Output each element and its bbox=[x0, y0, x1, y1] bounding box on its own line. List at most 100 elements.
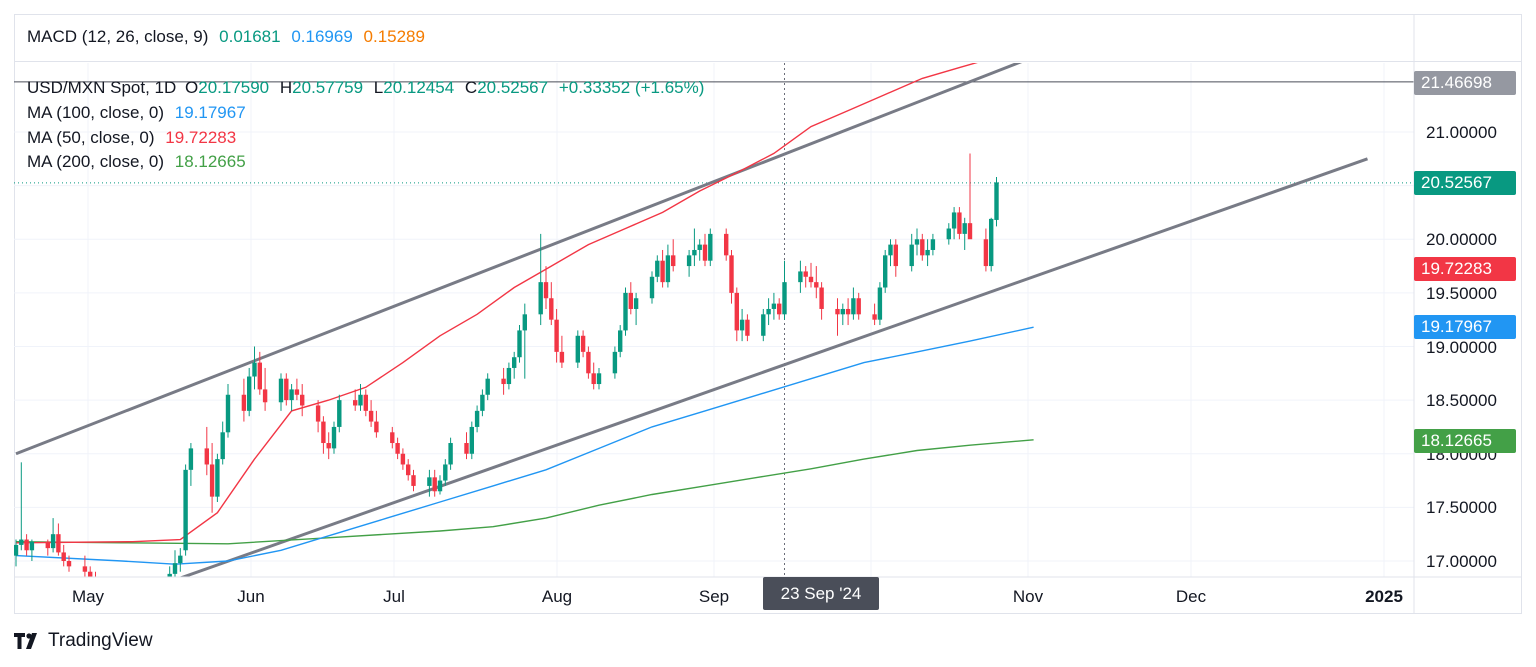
candle bbox=[437, 475, 443, 495]
candle bbox=[29, 539, 35, 561]
candle bbox=[872, 303, 877, 326]
candle bbox=[925, 239, 930, 267]
candle-body bbox=[808, 276, 814, 283]
candle bbox=[580, 330, 586, 358]
ma50-legend[interactable]: MA (50, close, 0) 19.72283 bbox=[27, 128, 242, 148]
candle-body bbox=[517, 330, 522, 358]
candle-body bbox=[374, 421, 379, 433]
macd-hist-value: 0.15289 bbox=[363, 27, 425, 46]
candle bbox=[125, 599, 129, 620]
candle-body bbox=[474, 410, 480, 427]
candle bbox=[167, 566, 172, 577]
candle bbox=[554, 308, 559, 363]
candle-body bbox=[851, 298, 856, 315]
candle bbox=[157, 593, 161, 625]
high-line-price-label: 21.46698 bbox=[1414, 71, 1516, 95]
tradingview-brand[interactable]: TradingView bbox=[14, 630, 153, 652]
candle bbox=[739, 308, 745, 342]
channel-upper-line bbox=[15, 63, 1023, 456]
candle-body bbox=[655, 260, 660, 277]
x-tick-sep: Sep bbox=[698, 587, 730, 606]
candle bbox=[247, 367, 252, 417]
ma200-legend[interactable]: MA (200, close, 0) 18.12665 bbox=[27, 152, 252, 172]
candle-body bbox=[686, 255, 692, 267]
candle-body bbox=[994, 182, 999, 220]
candle bbox=[257, 351, 262, 395]
candle bbox=[893, 239, 898, 277]
candle bbox=[840, 303, 845, 326]
candle-body bbox=[252, 362, 257, 377]
ma100-value: 19.17967 bbox=[174, 103, 246, 122]
candle bbox=[538, 233, 543, 326]
candle bbox=[95, 571, 96, 577]
candle bbox=[204, 426, 209, 476]
candle bbox=[400, 448, 406, 470]
close-label: C20.52567 bbox=[464, 78, 549, 97]
candle bbox=[692, 228, 697, 267]
candle bbox=[300, 384, 305, 417]
candle bbox=[734, 287, 739, 342]
candle-body bbox=[920, 239, 925, 256]
candle-body bbox=[167, 573, 172, 577]
y-tick-18-5: 18.50000 bbox=[1426, 391, 1497, 410]
candle-body bbox=[443, 464, 448, 481]
candle-body bbox=[989, 218, 994, 267]
candle-body bbox=[893, 244, 898, 267]
candle bbox=[331, 421, 337, 454]
macd-legend[interactable]: MACD (12, 26, close, 9) 0.01681 0.16969 … bbox=[27, 27, 431, 47]
candle bbox=[294, 378, 300, 401]
symbol-legend[interactable]: USD/MXN Spot, 1D O20.17590 H20.57759 L20… bbox=[27, 78, 710, 98]
macd-value: 0.01681 bbox=[219, 27, 281, 46]
tradingview-logo-icon bbox=[14, 633, 37, 649]
candle-body bbox=[559, 351, 565, 363]
candle-body bbox=[798, 271, 803, 283]
candle bbox=[771, 292, 777, 320]
candle-body bbox=[914, 239, 920, 245]
high-value: 20.57759 bbox=[292, 78, 364, 97]
macd-pane-header bbox=[14, 14, 1522, 62]
candle-body bbox=[872, 314, 877, 320]
candle-body bbox=[331, 426, 337, 449]
candle bbox=[612, 346, 618, 379]
candle-body bbox=[580, 335, 586, 352]
candle-body bbox=[284, 378, 289, 401]
candle-body bbox=[983, 239, 989, 267]
candle bbox=[278, 373, 284, 411]
ma50-label: MA (50, close, 0) bbox=[27, 128, 155, 147]
candle bbox=[729, 249, 734, 304]
candle bbox=[326, 432, 331, 460]
candle-body bbox=[61, 552, 66, 561]
candle-body bbox=[649, 276, 655, 299]
candle bbox=[284, 373, 289, 406]
candle-body bbox=[300, 394, 305, 406]
candle bbox=[697, 239, 702, 261]
candle-body bbox=[178, 555, 183, 564]
candle bbox=[448, 437, 453, 470]
candle-body bbox=[448, 443, 453, 465]
candle-body bbox=[819, 287, 824, 309]
candle bbox=[946, 223, 951, 245]
candle-body bbox=[464, 443, 469, 454]
candle bbox=[443, 459, 448, 486]
candle bbox=[337, 394, 342, 433]
candle-body bbox=[957, 212, 962, 234]
candle bbox=[803, 266, 808, 288]
candle bbox=[591, 362, 596, 390]
x-tick-dec: Dec bbox=[1175, 587, 1207, 606]
candle bbox=[183, 464, 188, 556]
ma100-legend[interactable]: MA (100, close, 0) 19.17967 bbox=[27, 103, 252, 123]
candle bbox=[649, 271, 655, 304]
candle-body bbox=[183, 469, 188, 551]
candle-body bbox=[209, 464, 215, 497]
candle bbox=[856, 292, 861, 320]
ma200-price-label: 18.12665 bbox=[1414, 429, 1516, 453]
candle bbox=[883, 249, 888, 293]
candle-body bbox=[575, 335, 580, 363]
candle bbox=[19, 462, 24, 551]
candle bbox=[766, 298, 771, 326]
candle bbox=[411, 469, 416, 492]
candle bbox=[406, 459, 411, 481]
candle-body bbox=[437, 480, 443, 492]
candle-body bbox=[549, 298, 554, 320]
